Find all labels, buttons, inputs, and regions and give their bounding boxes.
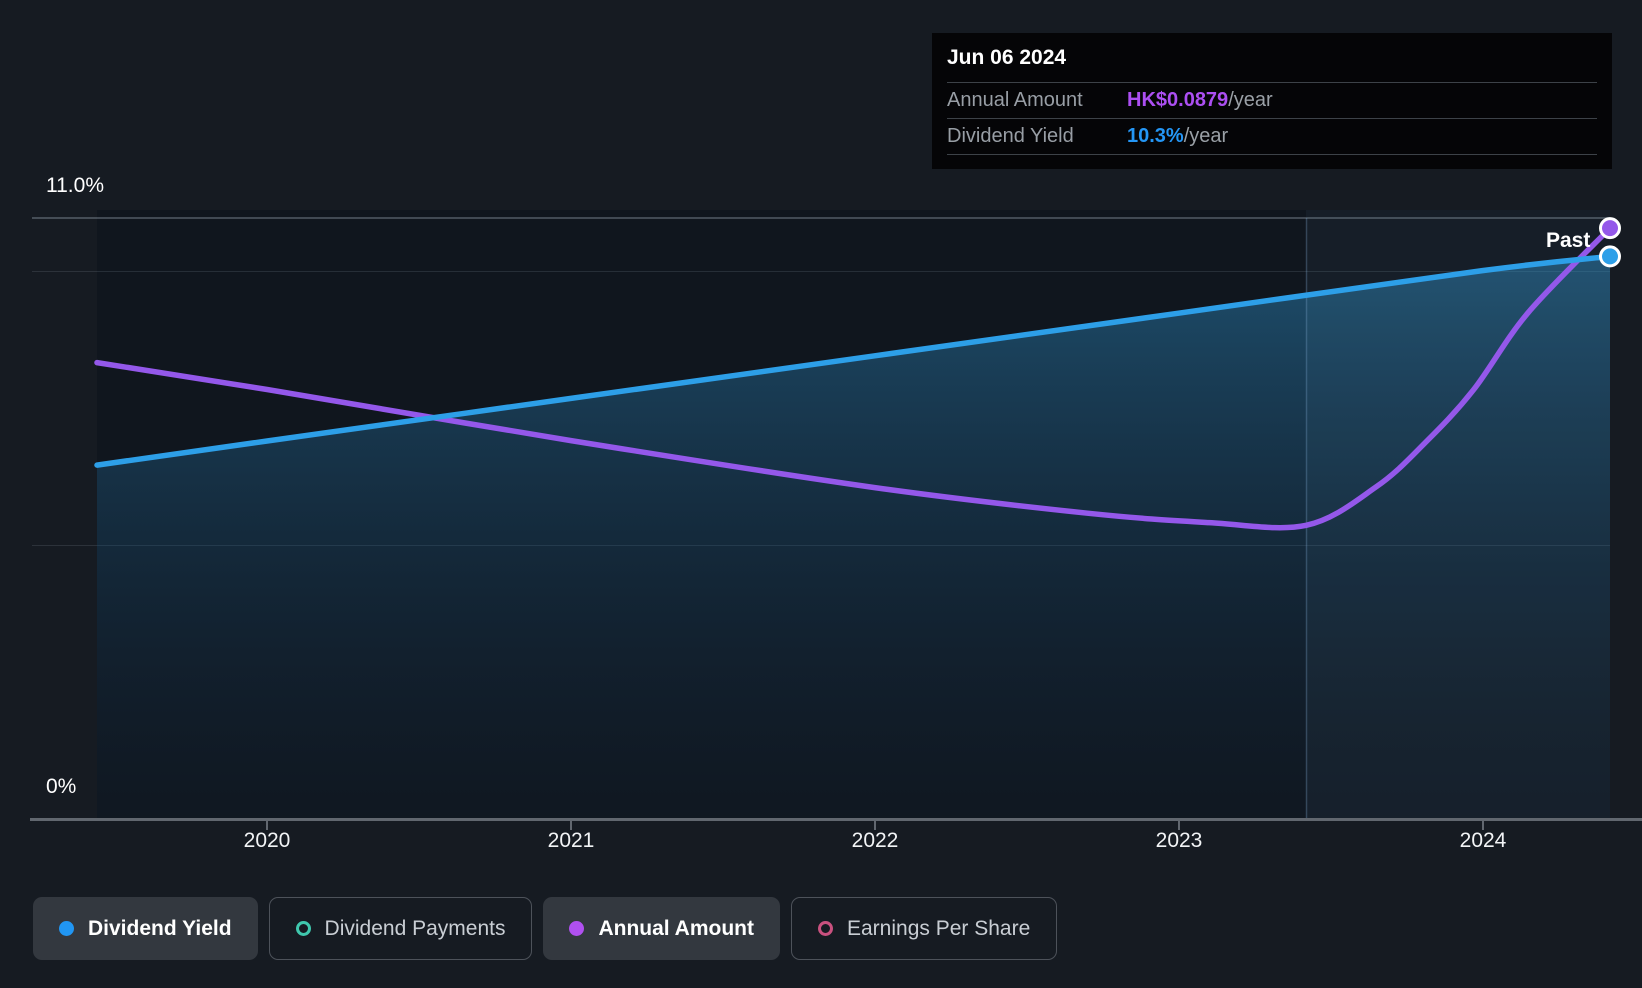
legend-label: Dividend Payments — [324, 916, 506, 940]
tooltip-value-annual-amount: HK$0.0879 — [1127, 89, 1229, 111]
tooltip-unit: /year — [1183, 125, 1229, 147]
chart-legend: Dividend Yield Dividend Payments Annual … — [33, 897, 1058, 960]
dividend-yield-end-marker[interactable] — [1599, 245, 1621, 268]
annual-amount-dot-icon — [569, 921, 585, 936]
earnings-per-share-circle-icon — [818, 921, 833, 936]
x-axis-tick — [570, 821, 572, 830]
last-12-months-band — [1306, 210, 1610, 819]
legend-button-earnings-per-share[interactable]: Earnings Per Share — [791, 897, 1058, 960]
dividend-yield-area-fill — [97, 256, 1610, 819]
tooltip-divider — [947, 154, 1597, 171]
dividend-yield-line — [94, 253, 1613, 468]
dividend-yield-dot-icon — [59, 921, 74, 936]
tooltip-label: Annual Amount — [947, 89, 1083, 111]
x-axis-label-2020: 2020 — [243, 829, 291, 852]
legend-button-annual-amount[interactable]: Annual Amount — [543, 897, 780, 960]
y-axis-top-label: 11.0% — [46, 174, 104, 197]
gridline-11pct — [32, 217, 1610, 219]
chart-tooltip: Jun 06 2024 Annual Amount HK$0.0879 /yea… — [932, 33, 1612, 169]
tooltip-row-dividend-yield: Dividend Yield 10.3% /year — [947, 118, 1597, 154]
annual-amount-line — [94, 225, 1613, 531]
legend-label: Dividend Yield — [88, 916, 232, 940]
dividend-payments-circle-icon — [295, 921, 311, 936]
legend-button-dividend-yield[interactable]: Dividend Yield — [33, 897, 258, 960]
x-axis-tick — [266, 821, 268, 830]
annual-amount-end-marker[interactable] — [1599, 217, 1621, 240]
x-axis-label-2021: 2021 — [547, 829, 595, 852]
tooltip-unit: /year — [1228, 89, 1273, 111]
tooltip-date: Jun 06 2024 — [947, 45, 1067, 69]
x-axis-label-2024: 2024 — [1459, 829, 1507, 852]
y-axis-zero-label: 0% — [46, 775, 77, 798]
x-axis-baseline — [30, 818, 1642, 821]
chart-canvas[interactable] — [94, 210, 1621, 819]
x-axis-label-2022: 2022 — [851, 829, 899, 852]
legend-label: Annual Amount — [598, 916, 754, 940]
tooltip-value-dividend-yield: 10.3% — [1127, 125, 1184, 147]
x-axis-tick — [1178, 821, 1180, 830]
tooltip-row-annual-amount: Annual Amount HK$0.0879 /year — [947, 82, 1597, 118]
legend-label: Earnings Per Share — [847, 916, 1031, 940]
x-axis-label-2023: 2023 — [1155, 829, 1203, 852]
x-axis-tick — [874, 821, 876, 830]
tooltip-label: Dividend Yield — [947, 125, 1074, 147]
x-axis-tick — [1482, 821, 1484, 830]
gridline-10pct — [32, 271, 1610, 272]
past-label: Past — [1546, 229, 1591, 252]
legend-button-dividend-payments[interactable]: Dividend Payments — [268, 897, 533, 960]
